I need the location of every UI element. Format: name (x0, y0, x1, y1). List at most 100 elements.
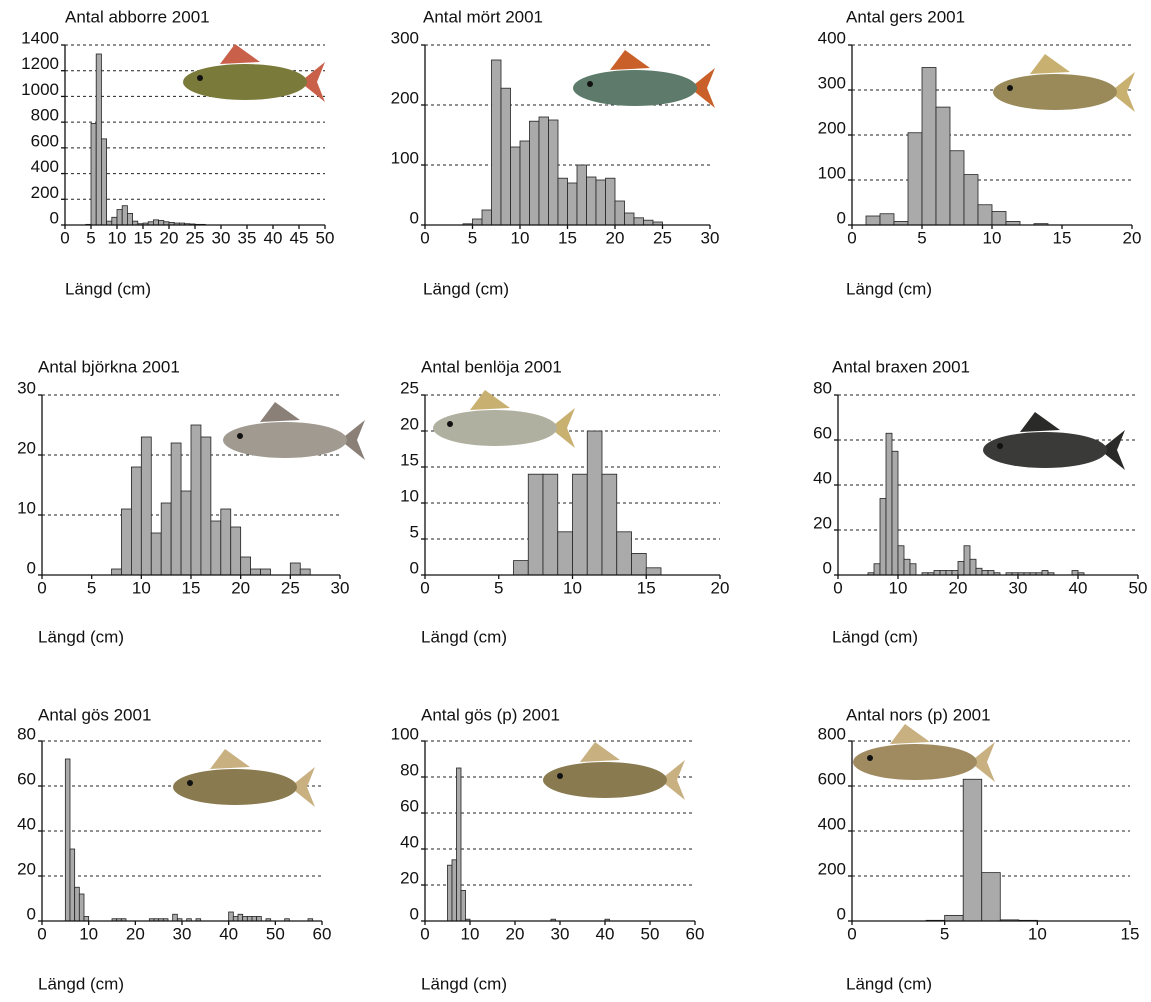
y-tick-label: 300 (391, 28, 419, 47)
fish-fin (220, 44, 260, 64)
chart-panel: Antal gers 2001 Längd (cm) 0 100 200 300 400 0 5… (818, 7, 1142, 298)
bar (158, 220, 165, 226)
bar (873, 563, 881, 576)
y-tick-label: 0 (27, 558, 36, 577)
fish-tail (550, 408, 575, 448)
y-tick-label: 0 (27, 904, 36, 923)
bar (200, 436, 212, 576)
bar (170, 442, 182, 576)
bar (921, 67, 937, 226)
y-tick-label: 0 (837, 904, 846, 923)
fish-eye (557, 773, 563, 779)
fish-fin (1020, 412, 1060, 432)
fish-eye (587, 81, 593, 87)
y-tick-label: 400 (31, 157, 59, 176)
x-tick-label: 0 (37, 578, 46, 597)
x-tick-label: 30 (331, 578, 350, 597)
y-tick-label: 600 (31, 131, 59, 150)
x-tick-label: 25 (653, 228, 672, 247)
fish-body (543, 762, 667, 798)
x-tick-label: 30 (1009, 578, 1028, 597)
x-tick-label: 5 (468, 228, 477, 247)
bar (576, 164, 587, 226)
x-tick-label: 20 (506, 924, 525, 943)
y-tick-label: 80 (813, 378, 832, 397)
y-tick-label: 20 (17, 438, 36, 457)
y-tick-label: 20 (400, 868, 419, 887)
bar (121, 205, 128, 226)
x-tick-label: 40 (1069, 578, 1088, 597)
bar (1041, 570, 1049, 576)
bar (527, 473, 544, 576)
x-tick-label: 15 (1053, 228, 1072, 247)
x-tick-label: 15 (558, 228, 577, 247)
y-tick-label: 1200 (21, 54, 59, 73)
bar (510, 146, 521, 226)
y-tick-label: 20 (400, 414, 419, 433)
y-tick-label: 15 (400, 450, 419, 469)
bar (529, 120, 540, 226)
y-tick-label: 300 (818, 73, 846, 92)
bar (586, 430, 603, 576)
y-tick-label: 20 (17, 859, 36, 878)
x-axis-title: Längd (cm) (832, 627, 918, 646)
y-tick-label: 20 (813, 513, 832, 532)
x-tick-label: 40 (219, 924, 238, 943)
y-tick-label: 800 (31, 106, 59, 125)
bar (500, 87, 511, 226)
fish-eye (1007, 85, 1013, 91)
bar (190, 424, 202, 576)
bar (567, 182, 578, 226)
x-tick-label: 0 (847, 228, 856, 247)
x-tick-label: 20 (126, 924, 145, 943)
y-tick-label: 1400 (21, 28, 59, 47)
y-tick-label: 60 (400, 796, 419, 815)
bar (586, 176, 597, 226)
y-tick-label: 10 (400, 486, 419, 505)
x-axis-title: Längd (cm) (65, 279, 151, 298)
bar (944, 914, 964, 922)
x-tick-label: 10 (132, 578, 151, 597)
x-axis-title: Längd (cm) (421, 974, 507, 993)
x-tick-label: 30 (701, 228, 720, 247)
bar (64, 758, 71, 922)
x-tick-label: 10 (983, 228, 1002, 247)
x-tick-label: 5 (87, 578, 96, 597)
y-tick-label: 0 (837, 208, 846, 227)
bar (879, 498, 887, 576)
fish-body (993, 74, 1117, 110)
bar (975, 567, 983, 576)
x-tick-label: 40 (596, 924, 615, 943)
chart-title: Antal braxen 2001 (832, 357, 970, 376)
fish-fin (890, 724, 930, 744)
x-tick-label: 30 (212, 228, 231, 247)
x-tick-label: 0 (847, 924, 856, 943)
fish-eye (237, 433, 243, 439)
bar (865, 215, 881, 226)
fish-tail (290, 767, 315, 807)
fish-body (433, 410, 557, 446)
bar (949, 150, 965, 226)
fish-eye (997, 443, 1003, 449)
bar (481, 209, 492, 226)
x-axis-title: Längd (cm) (423, 279, 509, 298)
bar (879, 213, 895, 226)
chart-title: Antal gers 2001 (846, 7, 965, 26)
bar (885, 432, 893, 576)
bar (957, 561, 965, 576)
bar (891, 450, 899, 576)
chart-title: Antal gös (p) 2001 (421, 705, 560, 724)
x-tick-label: 10 (511, 228, 530, 247)
fish-fin (610, 50, 650, 70)
x-tick-label: 50 (1129, 578, 1148, 597)
fish-fin (470, 390, 510, 410)
y-tick-label: 0 (50, 208, 59, 227)
bar (907, 132, 923, 226)
chart-panel: Antal benlöja 2001 Längd (cm) 0 5 10 15 20 25 0 5… (400, 357, 729, 646)
bar (121, 508, 132, 576)
bar (232, 916, 239, 922)
x-tick-label: 10 (889, 578, 908, 597)
bar (1071, 570, 1079, 576)
y-tick-label: 1000 (21, 80, 59, 99)
